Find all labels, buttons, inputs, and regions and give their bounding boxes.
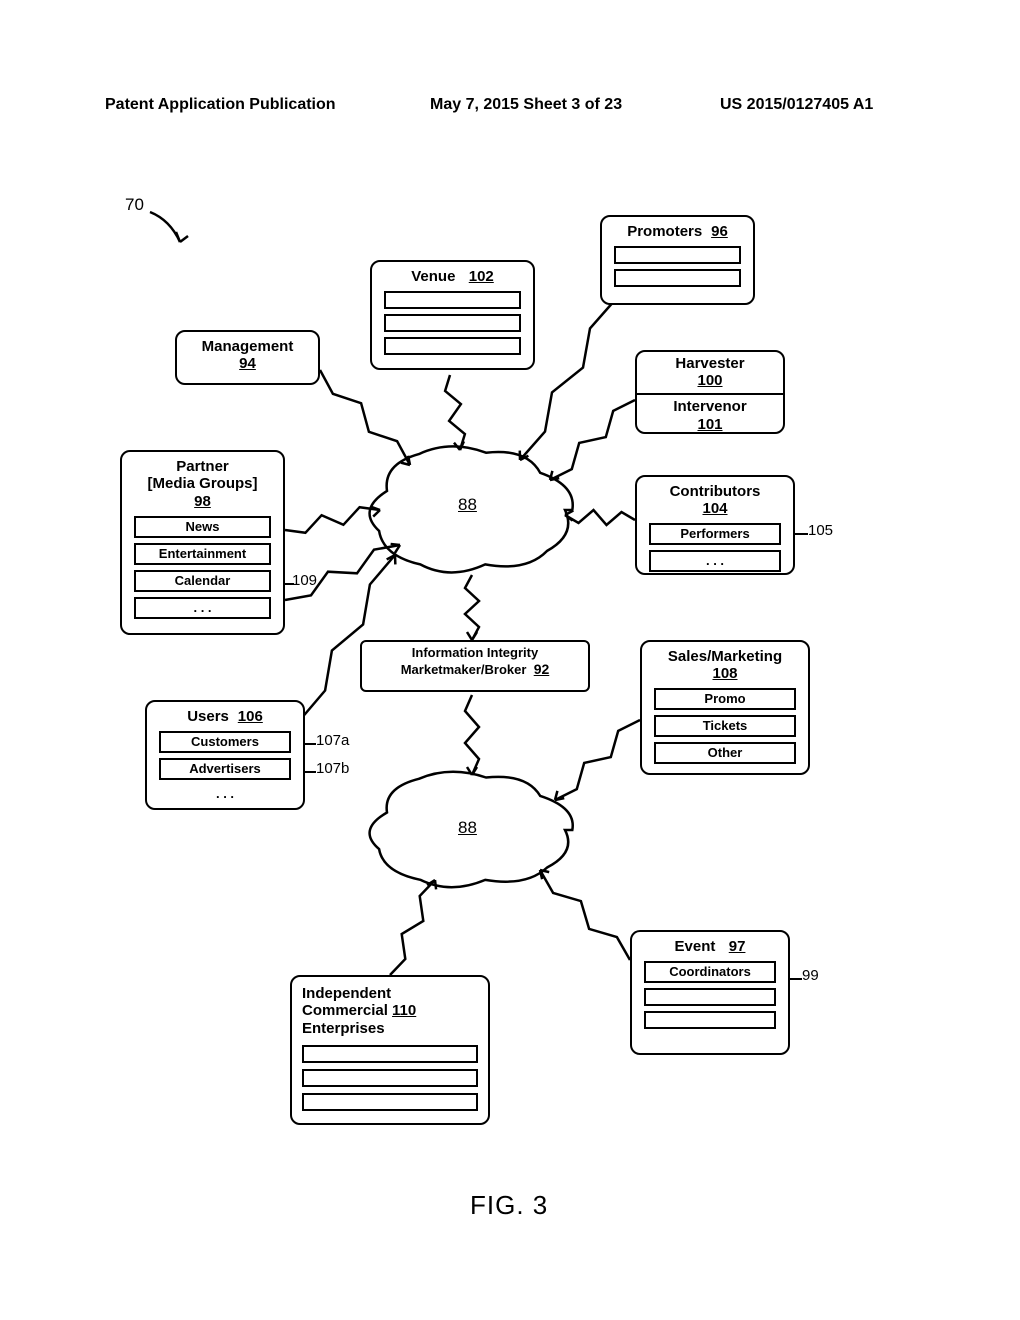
- venue-title: Venue: [411, 268, 455, 285]
- promoters-ref: 96: [711, 223, 728, 240]
- sales-other: Other: [654, 742, 796, 764]
- sales-tickets: Tickets: [654, 715, 796, 737]
- partner-box: Partner [Media Groups] 98 News Entertain…: [120, 450, 285, 635]
- management-ref: 94: [239, 355, 256, 372]
- broker-box: Information Integrity Marketmaker/Broker…: [360, 640, 590, 692]
- contributors-performers: Performers: [649, 523, 781, 545]
- event-slot: [644, 988, 776, 1006]
- event-box: Event 97 Coordinators: [630, 930, 790, 1055]
- broker-line1: Information Integrity: [412, 645, 538, 660]
- promoters-slot: [614, 269, 741, 287]
- contributors-ref: 104: [702, 500, 727, 517]
- event-coordinators: Coordinators: [644, 961, 776, 983]
- indep-slot: [302, 1069, 478, 1087]
- harvester-intervenor-box: Harvester 100 Intervenor 101: [635, 350, 785, 434]
- indep-slot: [302, 1045, 478, 1063]
- users-title: Users: [187, 708, 229, 725]
- broker-line2: Marketmaker/Broker: [401, 662, 527, 677]
- cloud-bottom-ref: 88: [458, 818, 477, 838]
- contributors-more: . . .: [649, 550, 781, 572]
- event-title: Event: [675, 938, 716, 955]
- promoters-box: Promoters 96: [600, 215, 755, 305]
- figure-ref-70: 70: [125, 195, 144, 215]
- indep-line2: Commercial: [302, 1002, 388, 1019]
- partner-calendar: Calendar: [134, 570, 271, 592]
- figure-caption: FIG. 3: [470, 1190, 548, 1221]
- intervenor-ref: 101: [697, 416, 722, 433]
- management-title: Management: [183, 338, 312, 355]
- partner-title-2: [Media Groups]: [128, 475, 277, 492]
- callout-107b: 107b: [316, 760, 349, 777]
- venue-box: Venue 102: [370, 260, 535, 370]
- indep-slot: [302, 1093, 478, 1111]
- management-box: Management 94: [175, 330, 320, 385]
- indep-ref: 110: [392, 1002, 416, 1019]
- partner-entertainment: Entertainment: [134, 543, 271, 565]
- intervenor-title: Intervenor: [641, 398, 779, 415]
- users-box: Users 106 Customers Advertisers . . .: [145, 700, 305, 810]
- contributors-title: Contributors: [643, 483, 787, 500]
- partner-ref: 98: [194, 493, 211, 510]
- venue-ref: 102: [469, 268, 494, 285]
- users-advertisers: Advertisers: [159, 758, 291, 780]
- harvester-title: Harvester: [641, 355, 779, 372]
- sales-ref: 108: [712, 665, 737, 682]
- cloud-top-ref: 88: [458, 495, 477, 515]
- sales-promo: Promo: [654, 688, 796, 710]
- partner-news: News: [134, 516, 271, 538]
- header-right: US 2015/0127405 A1: [720, 96, 873, 114]
- promoters-title: Promoters: [627, 223, 702, 240]
- users-customers: Customers: [159, 731, 291, 753]
- header-mid: May 7, 2015 Sheet 3 of 23: [430, 96, 622, 114]
- indep-line1: Independent: [302, 985, 391, 1002]
- partner-more: . . .: [134, 597, 271, 619]
- callout-105: 105: [808, 522, 833, 539]
- independent-box: Independent Commercial 110 Enterprises: [290, 975, 490, 1125]
- users-ref: 106: [238, 708, 263, 725]
- sales-box: Sales/Marketing 108 Promo Tickets Other: [640, 640, 810, 775]
- callout-109: 109: [292, 572, 317, 589]
- harvester-ref: 100: [697, 372, 722, 389]
- callout-107a: 107a: [316, 732, 349, 749]
- indep-line3: Enterprises: [302, 1020, 385, 1037]
- promoters-slot: [614, 246, 741, 264]
- callout-99: 99: [802, 967, 819, 984]
- patent-figure-page: Patent Application Publication May 7, 20…: [0, 0, 1020, 1320]
- users-more: . . .: [159, 785, 291, 799]
- contributors-box: Contributors 104 Performers . . .: [635, 475, 795, 575]
- venue-slot: [384, 314, 521, 332]
- event-ref: 97: [729, 938, 746, 955]
- broker-ref: 92: [534, 661, 550, 677]
- header-left: Patent Application Publication: [105, 96, 336, 114]
- sales-title: Sales/Marketing: [648, 648, 802, 665]
- partner-title-1: Partner: [128, 458, 277, 475]
- venue-slot: [384, 291, 521, 309]
- event-slot: [644, 1011, 776, 1029]
- venue-slot: [384, 337, 521, 355]
